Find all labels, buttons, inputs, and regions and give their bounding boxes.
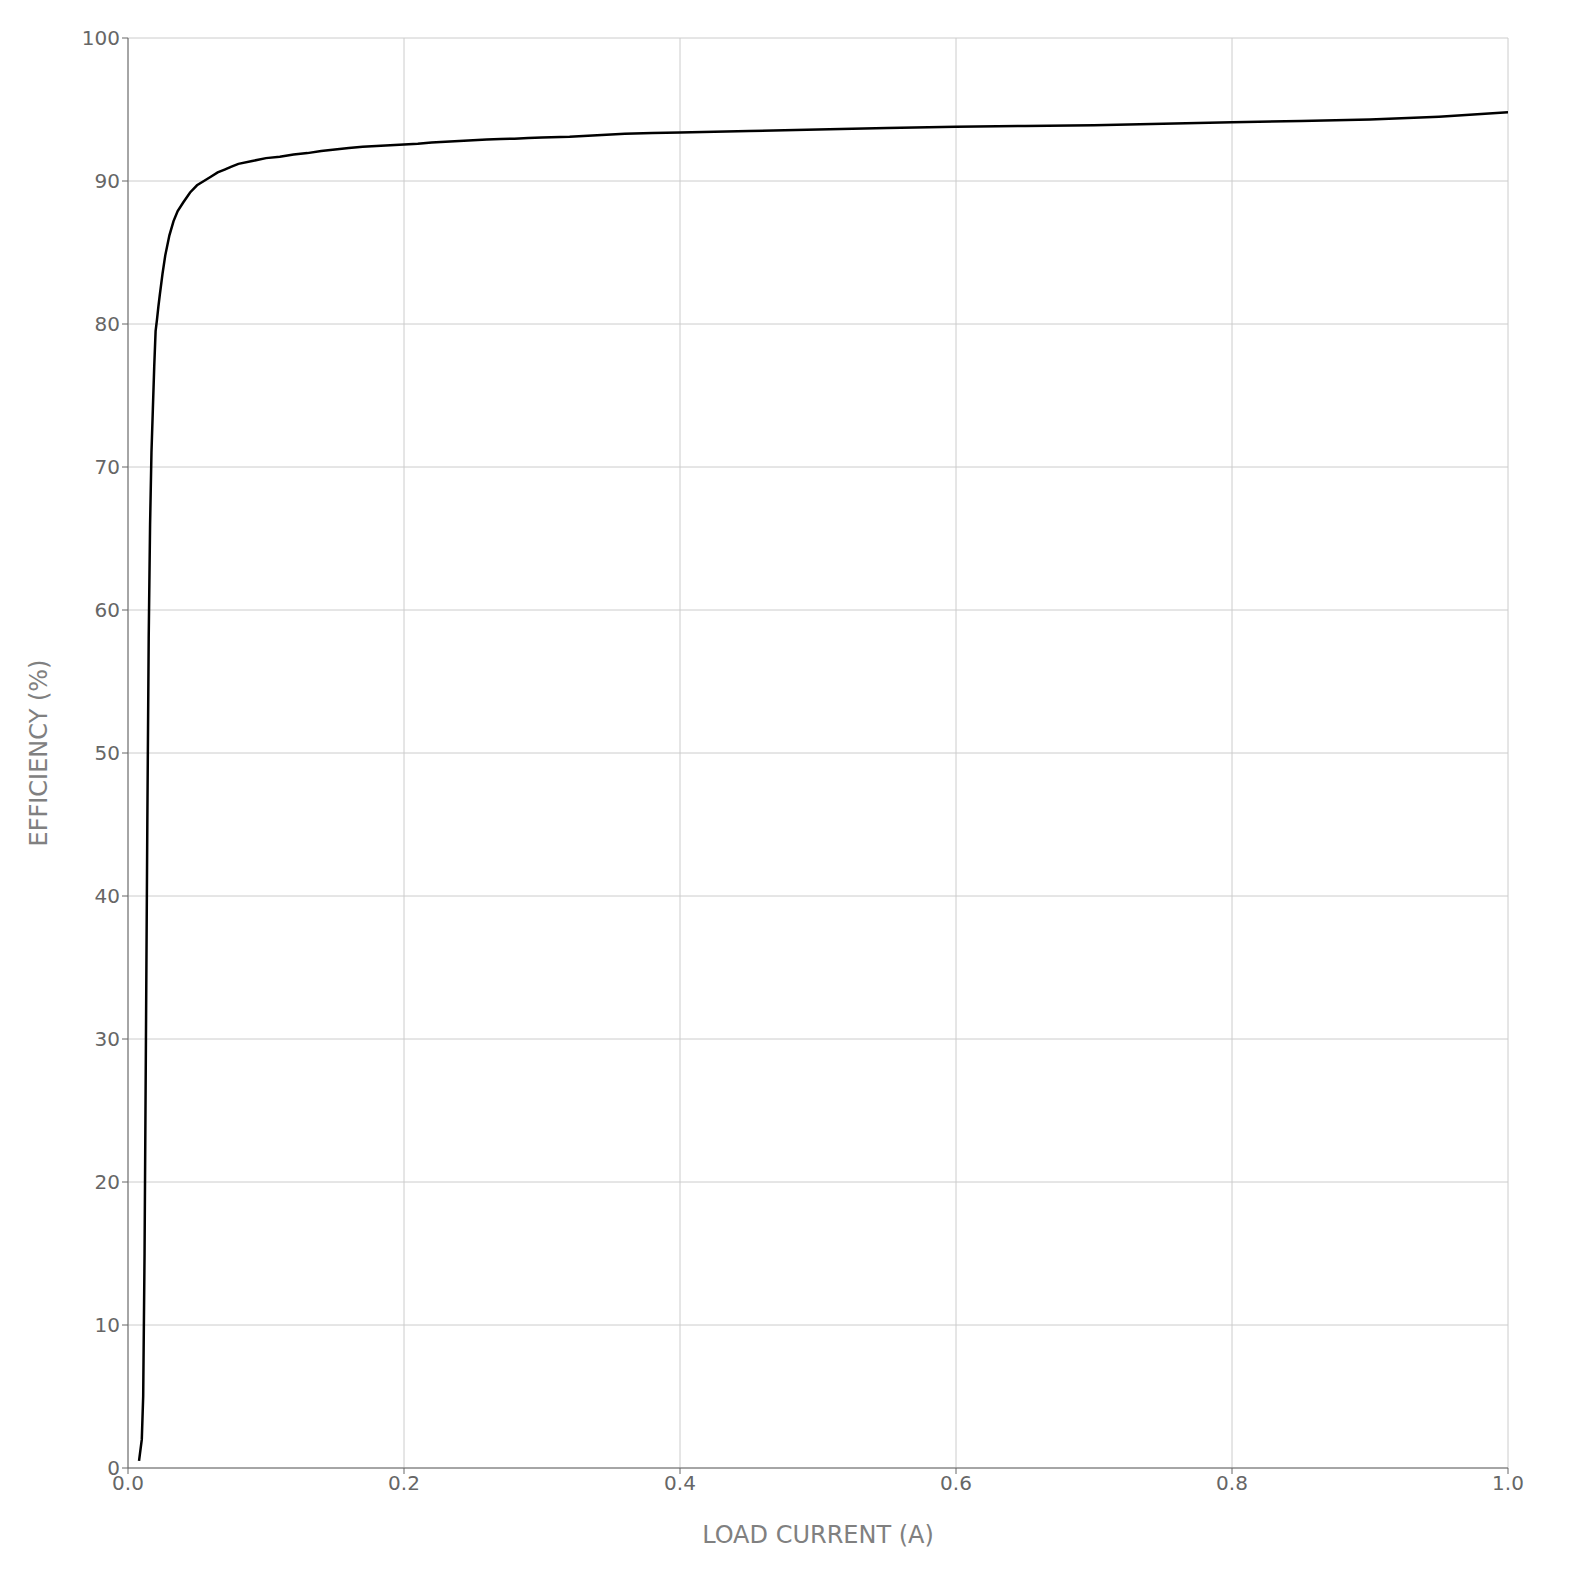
svg-text:0.8: 0.8: [1216, 1471, 1248, 1495]
svg-text:0.4: 0.4: [664, 1471, 696, 1495]
svg-text:10: 10: [95, 1313, 120, 1337]
svg-text:90: 90: [95, 169, 120, 193]
svg-text:50: 50: [95, 741, 120, 765]
svg-text:20: 20: [95, 1170, 120, 1194]
svg-text:0.6: 0.6: [940, 1471, 972, 1495]
svg-text:60: 60: [95, 598, 120, 622]
svg-text:1.0: 1.0: [1492, 1471, 1524, 1495]
svg-text:30: 30: [95, 1027, 120, 1051]
svg-text:0: 0: [107, 1456, 120, 1480]
svg-text:40: 40: [95, 884, 120, 908]
svg-text:100: 100: [82, 26, 120, 50]
svg-text:70: 70: [95, 455, 120, 479]
svg-text:0.0: 0.0: [112, 1471, 144, 1496]
svg-text:0.2: 0.2: [388, 1471, 420, 1495]
svg-text:LOAD CURRENT (A): LOAD CURRENT (A): [702, 1521, 934, 1549]
svg-text:80: 80: [95, 312, 120, 336]
svg-text:EFFICIENCY (%): EFFICIENCY (%): [25, 660, 53, 847]
